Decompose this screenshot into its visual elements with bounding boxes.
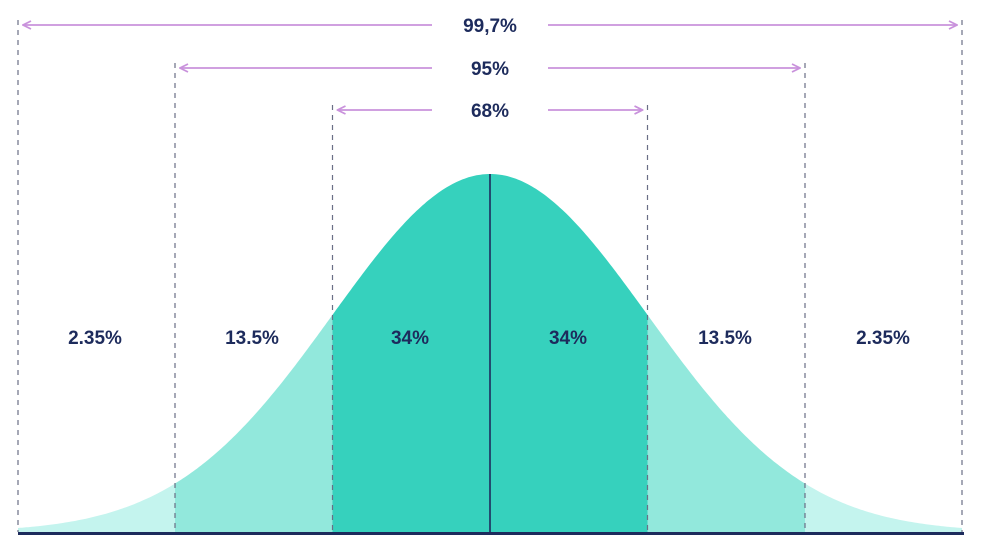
band-segment-1 [18, 483, 175, 532]
segment-label: 2.35% [68, 328, 122, 349]
segment-label: 34% [391, 328, 429, 349]
band-segment-4 [490, 174, 648, 532]
segment-label: 34% [549, 328, 587, 349]
segment-labels: 2.35% 13.5% 34% 34% 13.5% 2.35% [68, 328, 910, 349]
segment-label: 2.35% [856, 328, 910, 349]
sigma-boundaries [17, 20, 963, 532]
band-segment-5 [647, 314, 805, 532]
band-segment-3 [332, 174, 490, 532]
curve-area [18, 174, 962, 532]
range-label: 99,7% [463, 16, 517, 37]
band-segment-2 [175, 314, 333, 532]
range-arrows: 99,7% 95% 68% [23, 16, 957, 122]
segment-label: 13.5% [698, 328, 752, 349]
range-label: 95% [471, 59, 509, 80]
segment-label: 13.5% [225, 328, 279, 349]
range-label: 68% [471, 101, 509, 122]
band-segment-6 [805, 483, 962, 532]
